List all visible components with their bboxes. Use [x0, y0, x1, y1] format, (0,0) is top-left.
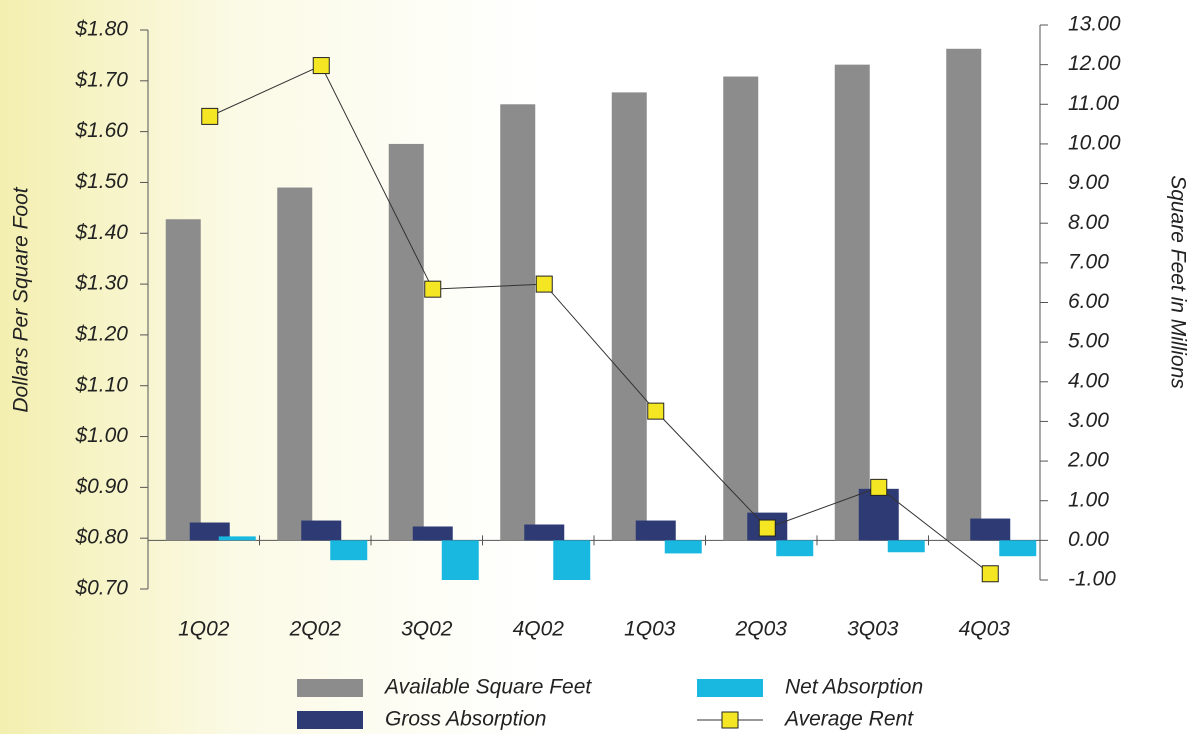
bar [165, 219, 201, 541]
bar [946, 48, 982, 541]
x-tick-label: 2Q02 [289, 618, 342, 641]
y2-tick-label: 9.00 [1068, 171, 1109, 194]
x-tick-label: 4Q03 [959, 618, 1011, 641]
bar [999, 540, 1037, 557]
y-tick-label: $0.90 [74, 475, 128, 498]
bar [723, 76, 759, 541]
y-tick-label: $1.50 [74, 170, 128, 193]
y2-tick-label: 2.00 [1067, 449, 1109, 472]
bar [330, 540, 368, 561]
legend-label: Net Absorption [785, 676, 923, 699]
y2-tick-label: 7.00 [1068, 250, 1109, 273]
y-tick-label: $1.70 [74, 68, 128, 91]
y-tick-label: $1.00 [74, 424, 128, 447]
legend-label: Average Rent [783, 708, 914, 731]
legend-label: Available Square Feet [383, 676, 592, 699]
bar [635, 520, 676, 541]
y-tick-label: $1.60 [74, 119, 128, 142]
bar [834, 64, 870, 541]
bar [887, 540, 925, 553]
marker [201, 107, 219, 125]
legend-marker [721, 711, 739, 729]
bar [500, 104, 536, 541]
x-tick-label: 3Q02 [401, 618, 453, 641]
y2-tick-label: 1.00 [1068, 488, 1109, 511]
x-tick-label: 1Q02 [178, 618, 230, 641]
y2-tick-label: 8.00 [1068, 211, 1109, 234]
marker [870, 478, 888, 496]
y2-tick-label: 13.00 [1068, 13, 1121, 36]
y2-axis-title: Square Feet in Millions [1166, 175, 1189, 389]
legend-label: Gross Absorption [385, 708, 546, 731]
bar [970, 518, 1011, 541]
bar [388, 143, 424, 541]
x-tick-label: 2Q03 [735, 618, 788, 641]
y-tick-label: $1.20 [74, 322, 128, 345]
marker [424, 280, 442, 298]
bar [441, 540, 479, 580]
y2-tick-label: 10.00 [1068, 131, 1121, 154]
y2-tick-label: 3.00 [1068, 409, 1109, 432]
legend-swatch [697, 679, 763, 697]
y-axis-title: Dollars Per Square Foot [10, 186, 33, 412]
bar [301, 520, 342, 541]
bar [277, 187, 313, 541]
bar [218, 536, 256, 541]
y2-tick-label: 4.00 [1068, 369, 1109, 392]
bar [776, 540, 814, 557]
x-tick-label: 3Q03 [847, 618, 899, 641]
x-tick-label: 1Q03 [624, 618, 676, 641]
y2-tick-label: 5.00 [1068, 330, 1109, 353]
y2-tick-label: -1.00 [1068, 568, 1116, 591]
bar [412, 526, 453, 541]
bar [189, 522, 230, 541]
bar [858, 488, 899, 541]
bar [524, 524, 565, 541]
marker [647, 402, 665, 420]
x-tick-label: 4Q02 [513, 618, 565, 641]
y-tick-label: $1.80 [74, 18, 128, 41]
y-tick-label: $0.70 [74, 577, 128, 600]
y2-tick-label: 0.00 [1068, 528, 1109, 551]
y2-tick-label: 6.00 [1068, 290, 1109, 313]
marker [758, 519, 776, 537]
y-tick-label: $1.30 [74, 272, 128, 295]
marker [535, 275, 553, 293]
legend-swatch [297, 711, 363, 729]
line [209, 64, 991, 575]
bar [611, 92, 647, 541]
bar [664, 540, 702, 554]
y2-tick-label: 12.00 [1068, 52, 1121, 75]
y2-tick-label: 11.00 [1068, 92, 1119, 115]
y-tick-label: $1.40 [74, 221, 128, 244]
marker [312, 57, 330, 75]
y-tick-label: $1.10 [74, 373, 128, 396]
bar [553, 540, 591, 580]
y-tick-label: $0.80 [74, 526, 128, 549]
legend-swatch [297, 679, 363, 697]
marker [981, 565, 999, 583]
